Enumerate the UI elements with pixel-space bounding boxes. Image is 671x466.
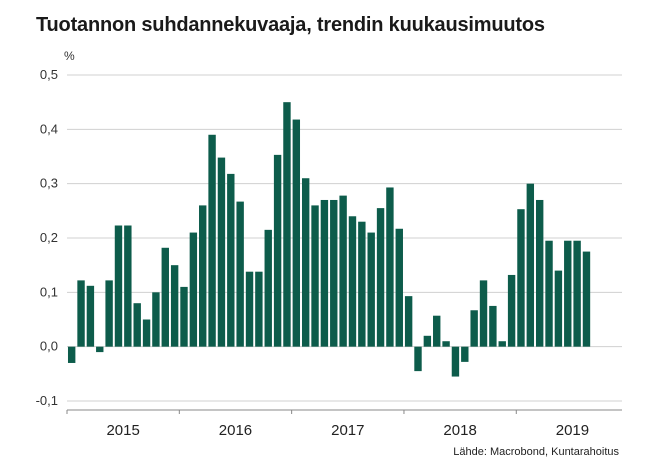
- bar: [489, 305, 497, 347]
- bar: [292, 119, 301, 347]
- x-axis: 2015 2016 2017 2018 2019: [66, 409, 622, 439]
- bar: [217, 157, 226, 347]
- y-tick-label: 0,2: [40, 230, 58, 245]
- bar: [376, 208, 385, 347]
- bar: [535, 199, 544, 347]
- bar: [339, 195, 347, 347]
- source-note: Lähde: Macrobond, Kuntarahoitus: [453, 446, 619, 458]
- bar: [442, 341, 450, 347]
- bar: [208, 134, 216, 347]
- bar: [189, 232, 198, 347]
- x-tick-label: 2017: [331, 422, 364, 439]
- bar: [124, 225, 132, 347]
- bar: [498, 341, 506, 347]
- bar: [77, 280, 85, 347]
- bar: [545, 240, 553, 347]
- bar: [367, 232, 375, 347]
- y-tick-label: 0,3: [40, 176, 58, 191]
- y-axis-unit: %: [64, 49, 75, 63]
- bar: [105, 280, 113, 347]
- y-tick-label: 0,5: [40, 67, 58, 82]
- y-axis: -0,1 0,0 0,1 0,2 0,3 0,4 0,5%: [36, 49, 75, 408]
- bar: [358, 221, 366, 347]
- bar-series: [67, 102, 591, 377]
- y-tick-label: -0,1: [36, 393, 58, 408]
- bar: [573, 240, 581, 347]
- bar: [255, 271, 263, 347]
- bar: [245, 271, 254, 347]
- x-tick-label: 2018: [443, 422, 476, 439]
- bar: [507, 274, 516, 347]
- y-tick-label: 0,1: [40, 284, 58, 299]
- bar: [311, 205, 319, 347]
- bar: [554, 270, 563, 347]
- bar: [236, 201, 244, 347]
- bar: [161, 247, 169, 347]
- x-tick-label: 2019: [556, 422, 589, 439]
- y-tick-label: 0,4: [40, 121, 58, 136]
- y-tick-label: 0,0: [40, 339, 58, 354]
- bar: [395, 228, 403, 347]
- bar: [386, 187, 394, 347]
- bar: [433, 315, 441, 347]
- x-tick-label: 2015: [106, 422, 139, 439]
- bar: [180, 286, 188, 347]
- bar: [301, 178, 310, 347]
- bar: [330, 199, 338, 347]
- x-tick-label: 2016: [219, 422, 252, 439]
- bar: [451, 346, 460, 377]
- bar: [133, 303, 141, 347]
- bar: [461, 346, 469, 362]
- bar: [264, 229, 272, 347]
- bar: [114, 225, 123, 347]
- bar: [67, 346, 76, 363]
- bar: [142, 319, 151, 347]
- bar: [517, 209, 525, 347]
- bar: [414, 346, 422, 372]
- bar: [199, 205, 207, 347]
- bar: [423, 335, 432, 347]
- bar: [170, 265, 179, 347]
- bar: [470, 310, 478, 347]
- bar: [283, 102, 291, 347]
- bar: [227, 173, 235, 347]
- bar: [348, 216, 357, 347]
- bar: [404, 296, 413, 347]
- bar: [320, 199, 329, 347]
- bar: [582, 251, 591, 347]
- bar: [526, 183, 535, 347]
- bar: [96, 346, 104, 353]
- bar: [273, 154, 282, 347]
- bar: [86, 285, 95, 347]
- bar: [479, 280, 488, 347]
- chart-title: Tuotannon suhdannekuvaaja, trendin kuuka…: [36, 14, 545, 36]
- bar: [564, 240, 572, 347]
- bar: [152, 292, 160, 347]
